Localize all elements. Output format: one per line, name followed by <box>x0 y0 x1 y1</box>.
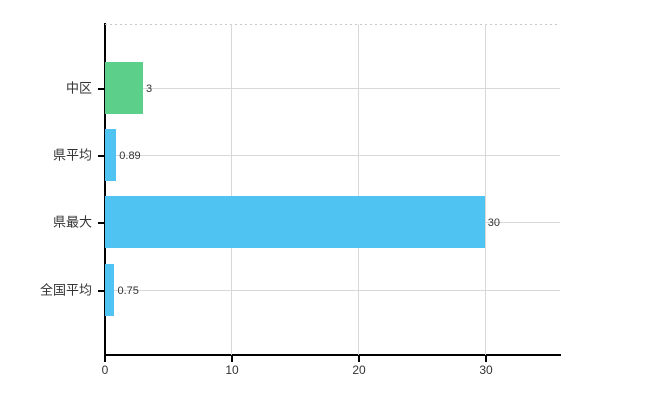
y-axis-label-3: 全国平均 <box>39 282 92 298</box>
x-axis-tick-20 <box>358 355 360 362</box>
gridline-vertical-10 <box>231 24 232 355</box>
y-axis-tick-1 <box>98 155 105 157</box>
y-axis-label-1: 県平均 <box>52 147 92 163</box>
bar-2[interactable] <box>105 196 485 248</box>
gridline-vertical-20 <box>358 24 359 355</box>
bar-3[interactable] <box>105 264 115 316</box>
y-axis-tick-0 <box>98 88 105 90</box>
y-axis-tick-2 <box>98 222 105 224</box>
plot-area: 3 0.89 30 0.75 <box>98 24 560 362</box>
bar-value-label-3: 0.75 <box>117 285 139 297</box>
x-axis-tick-30 <box>485 355 487 362</box>
x-axis-tick-label-2: 20 <box>352 363 366 377</box>
x-axis-tick-label-1: 10 <box>225 363 239 377</box>
gridline-top <box>105 24 560 25</box>
x-axis-tick-label-3: 30 <box>479 363 493 377</box>
x-axis-tick-10 <box>231 355 233 362</box>
y-axis-label-2: 県最大 <box>52 214 92 230</box>
y-axis-label-0: 中区 <box>65 80 92 96</box>
gridline-vertical-30 <box>485 24 486 355</box>
x-axis-tick-label-0: 0 <box>101 363 109 377</box>
bar-value-label-0: 3 <box>145 83 153 95</box>
bar-1[interactable] <box>105 129 117 181</box>
gridline-horizontal-1 <box>105 155 560 156</box>
bar-value-label-2: 30 <box>487 217 501 229</box>
y-axis-line <box>104 23 106 356</box>
x-axis-line <box>104 354 561 356</box>
y-axis-category-labels: 中区 県平均 県最大 全国平均 <box>0 0 92 400</box>
x-axis-tick-0 <box>104 355 106 362</box>
bar-0[interactable] <box>105 62 143 114</box>
y-axis-tick-3 <box>98 290 105 292</box>
gridline-horizontal-0 <box>105 88 560 89</box>
gridline-horizontal-3 <box>105 290 560 291</box>
bar-value-label-1: 0.89 <box>119 150 141 162</box>
